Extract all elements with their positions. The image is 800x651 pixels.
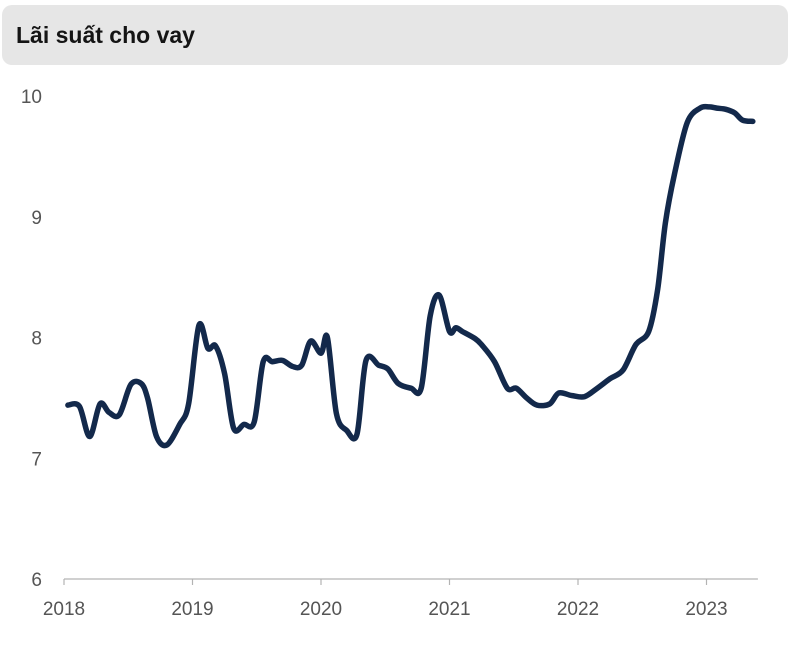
y-tick-label: 8 [31,329,42,350]
y-tick-label: 6 [31,570,42,591]
plot-area [65,103,756,449]
axes: 2018 2019 2020 2021 2022 2023 6 7 8 9 10 [21,87,758,620]
chart-title: Lãi suất cho vay [16,22,195,48]
x-tick-label: 2021 [428,599,470,620]
x-tick-label: 2020 [300,599,342,620]
x-tick-label: 2018 [43,599,85,620]
x-tick-label: 2022 [557,599,599,620]
series-line-0 [65,103,756,449]
chart-title-bar: Lãi suất cho vay [2,5,788,65]
y-tick-label: 9 [31,208,42,229]
y-tick-label: 7 [31,449,42,470]
x-tick-label: 2019 [171,599,213,620]
x-tick-label: 2023 [685,599,727,620]
y-tick-label: 10 [21,87,42,108]
